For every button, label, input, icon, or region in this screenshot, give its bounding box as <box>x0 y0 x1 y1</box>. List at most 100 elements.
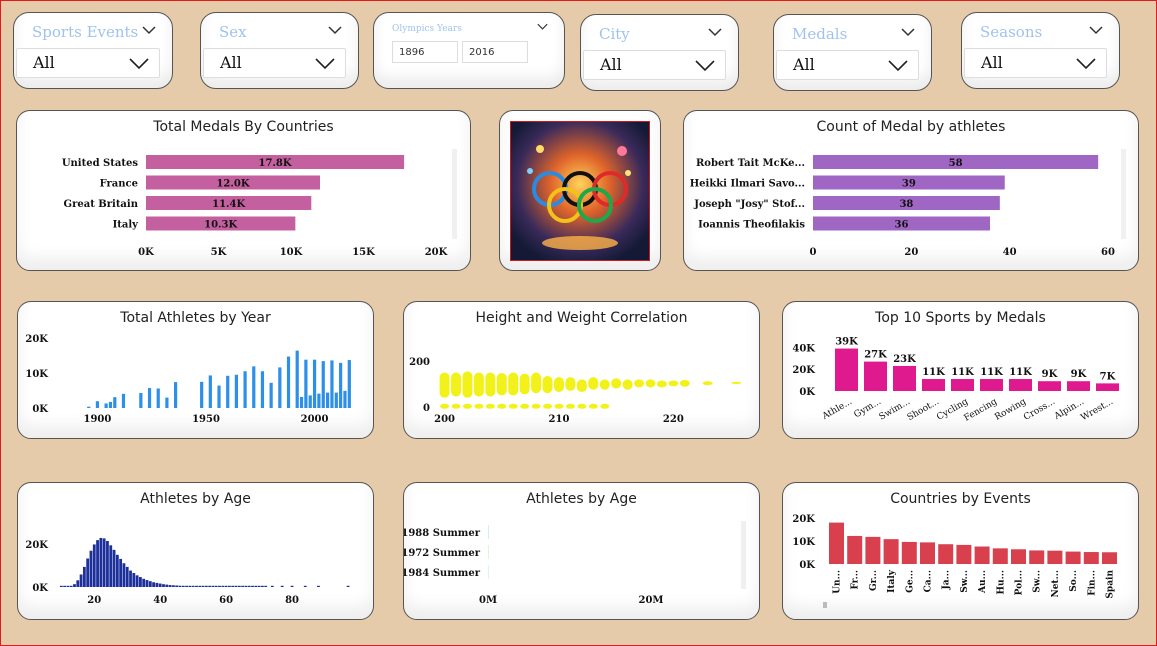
scatter-point <box>634 379 645 388</box>
bar <box>1102 552 1117 564</box>
tick-label: 40 <box>153 595 167 606</box>
card-medal-by-athletes[interactable]: Count of Medal by athletes Robert Tait M… <box>683 110 1139 271</box>
card-top-sports[interactable]: Top 10 Sports by Medals 0K 20K 40K 39K Athle… <box>782 301 1139 439</box>
bar <box>813 216 990 231</box>
card-athletes-by-year[interactable]: Total Athletes by Year 0K 10K 20K 1900 1950 2… <box>17 301 374 439</box>
tick-label: 10K <box>792 537 815 548</box>
bar <box>264 585 268 587</box>
bar <box>234 585 238 587</box>
bar <box>142 578 146 587</box>
data-label: 11K <box>922 367 945 378</box>
tick-label: 60 <box>1101 247 1115 258</box>
bar <box>243 371 247 408</box>
bar <box>92 544 96 587</box>
slicer-dropdown[interactable]: All <box>16 48 160 78</box>
data-label: 58 <box>949 158 963 169</box>
slicer-dropdown[interactable]: All <box>203 48 346 78</box>
tick-label: 40K <box>792 343 815 354</box>
scatter-point <box>622 379 633 390</box>
data-label: 39K <box>835 337 858 348</box>
bar <box>974 546 990 564</box>
scatter-point <box>462 371 473 398</box>
bar <box>920 542 935 564</box>
chevron-down-icon[interactable] <box>695 58 715 72</box>
bar <box>254 585 258 587</box>
bar <box>168 585 172 587</box>
bar <box>347 360 351 408</box>
chevron-down-icon[interactable] <box>1076 56 1096 70</box>
scatter-point <box>474 403 484 409</box>
bar <box>214 585 218 587</box>
bar <box>247 585 251 587</box>
chevron-down-icon[interactable] <box>708 25 722 39</box>
tick-label: 15K <box>352 247 375 258</box>
chevron-down-icon[interactable] <box>315 56 335 70</box>
category-label: Robert Tait McKe... <box>696 158 805 169</box>
bar <box>237 585 241 587</box>
bar <box>334 392 338 408</box>
bar <box>1065 551 1081 564</box>
tick-label: 200 <box>409 357 430 368</box>
data-label: 7K <box>1100 371 1116 382</box>
scatter-point <box>531 372 542 394</box>
bar <box>211 585 215 587</box>
bar <box>198 585 202 587</box>
slicer-sports-events[interactable]: Sports Events All <box>13 12 173 89</box>
bar <box>121 393 126 408</box>
slicer-seasons[interactable]: Seasons All <box>961 12 1120 89</box>
category-label: Rowing <box>993 397 1028 423</box>
slicer-olympics-years[interactable]: Olympics Years 1896 2016 <box>373 12 565 89</box>
bar <box>299 396 304 408</box>
card-medals-by-country[interactable]: Total Medals By Countries United States 1… <box>16 110 471 271</box>
chevron-down-icon[interactable] <box>1089 23 1103 37</box>
slicer-dropdown[interactable]: All <box>964 48 1107 78</box>
bar <box>76 580 80 587</box>
card-athletes-by-season[interactable]: Athletes by Age 1988 Summer 1972 Summer 19… <box>403 482 760 620</box>
slicer-dropdown[interactable]: All <box>583 50 726 80</box>
data-label: 12.0K <box>216 179 249 190</box>
scatter-point <box>542 375 553 394</box>
slicer-title: Medals <box>792 25 848 43</box>
bar <box>102 538 106 587</box>
category-label: Sw... <box>1033 570 1043 593</box>
card-athletes-by-age[interactable]: Athletes by Age 0K 20K 20 40 60 80 <box>17 482 374 620</box>
scatter-point <box>508 403 518 409</box>
slicer-sex[interactable]: Sex All <box>200 12 359 89</box>
chevron-down-icon[interactable] <box>537 21 548 32</box>
chart-title: Total Medals By Countries <box>153 119 334 135</box>
slicer-medals[interactable]: Medals All <box>773 14 932 91</box>
bar <box>73 584 76 587</box>
category-label: Net... <box>1051 570 1061 598</box>
bar <box>286 356 291 408</box>
scatter-point <box>451 372 462 397</box>
bar <box>204 585 208 587</box>
chevron-down-icon[interactable] <box>142 23 156 37</box>
chevron-down-icon[interactable] <box>328 23 342 37</box>
slicer-value: All <box>220 53 242 72</box>
chevron-down-icon[interactable] <box>888 58 908 72</box>
scatter-point <box>588 377 599 390</box>
year-from-input[interactable]: 1896 <box>392 41 458 63</box>
year-to-input[interactable]: 2016 <box>462 41 528 63</box>
slicer-dropdown[interactable]: All <box>776 50 919 80</box>
slicer-city[interactable]: City All <box>580 14 739 91</box>
bar <box>1011 549 1026 564</box>
bar <box>69 585 73 587</box>
card-height-weight[interactable]: Height and Weight Correlation 0 200 200 210… <box>403 301 760 439</box>
chevron-down-icon[interactable] <box>901 25 915 39</box>
scatter-point <box>508 372 519 396</box>
category-label: 1984 Summer <box>404 568 481 579</box>
category-label: Athle... <box>820 397 854 423</box>
bar <box>106 540 109 587</box>
bar <box>174 382 178 408</box>
scatter-point <box>451 403 461 409</box>
data-label: 17.8K <box>259 158 292 169</box>
bar <box>317 393 321 408</box>
chevron-down-icon[interactable] <box>129 56 149 70</box>
tick-label: 20 <box>87 595 101 606</box>
bar <box>146 196 312 210</box>
data-label: 9K <box>1071 369 1087 380</box>
card-countries-by-events[interactable]: Countries by Events 0K 10K 20K Un... Fr... Gr… <box>782 482 1139 620</box>
bar <box>129 570 132 587</box>
bar <box>257 585 261 587</box>
